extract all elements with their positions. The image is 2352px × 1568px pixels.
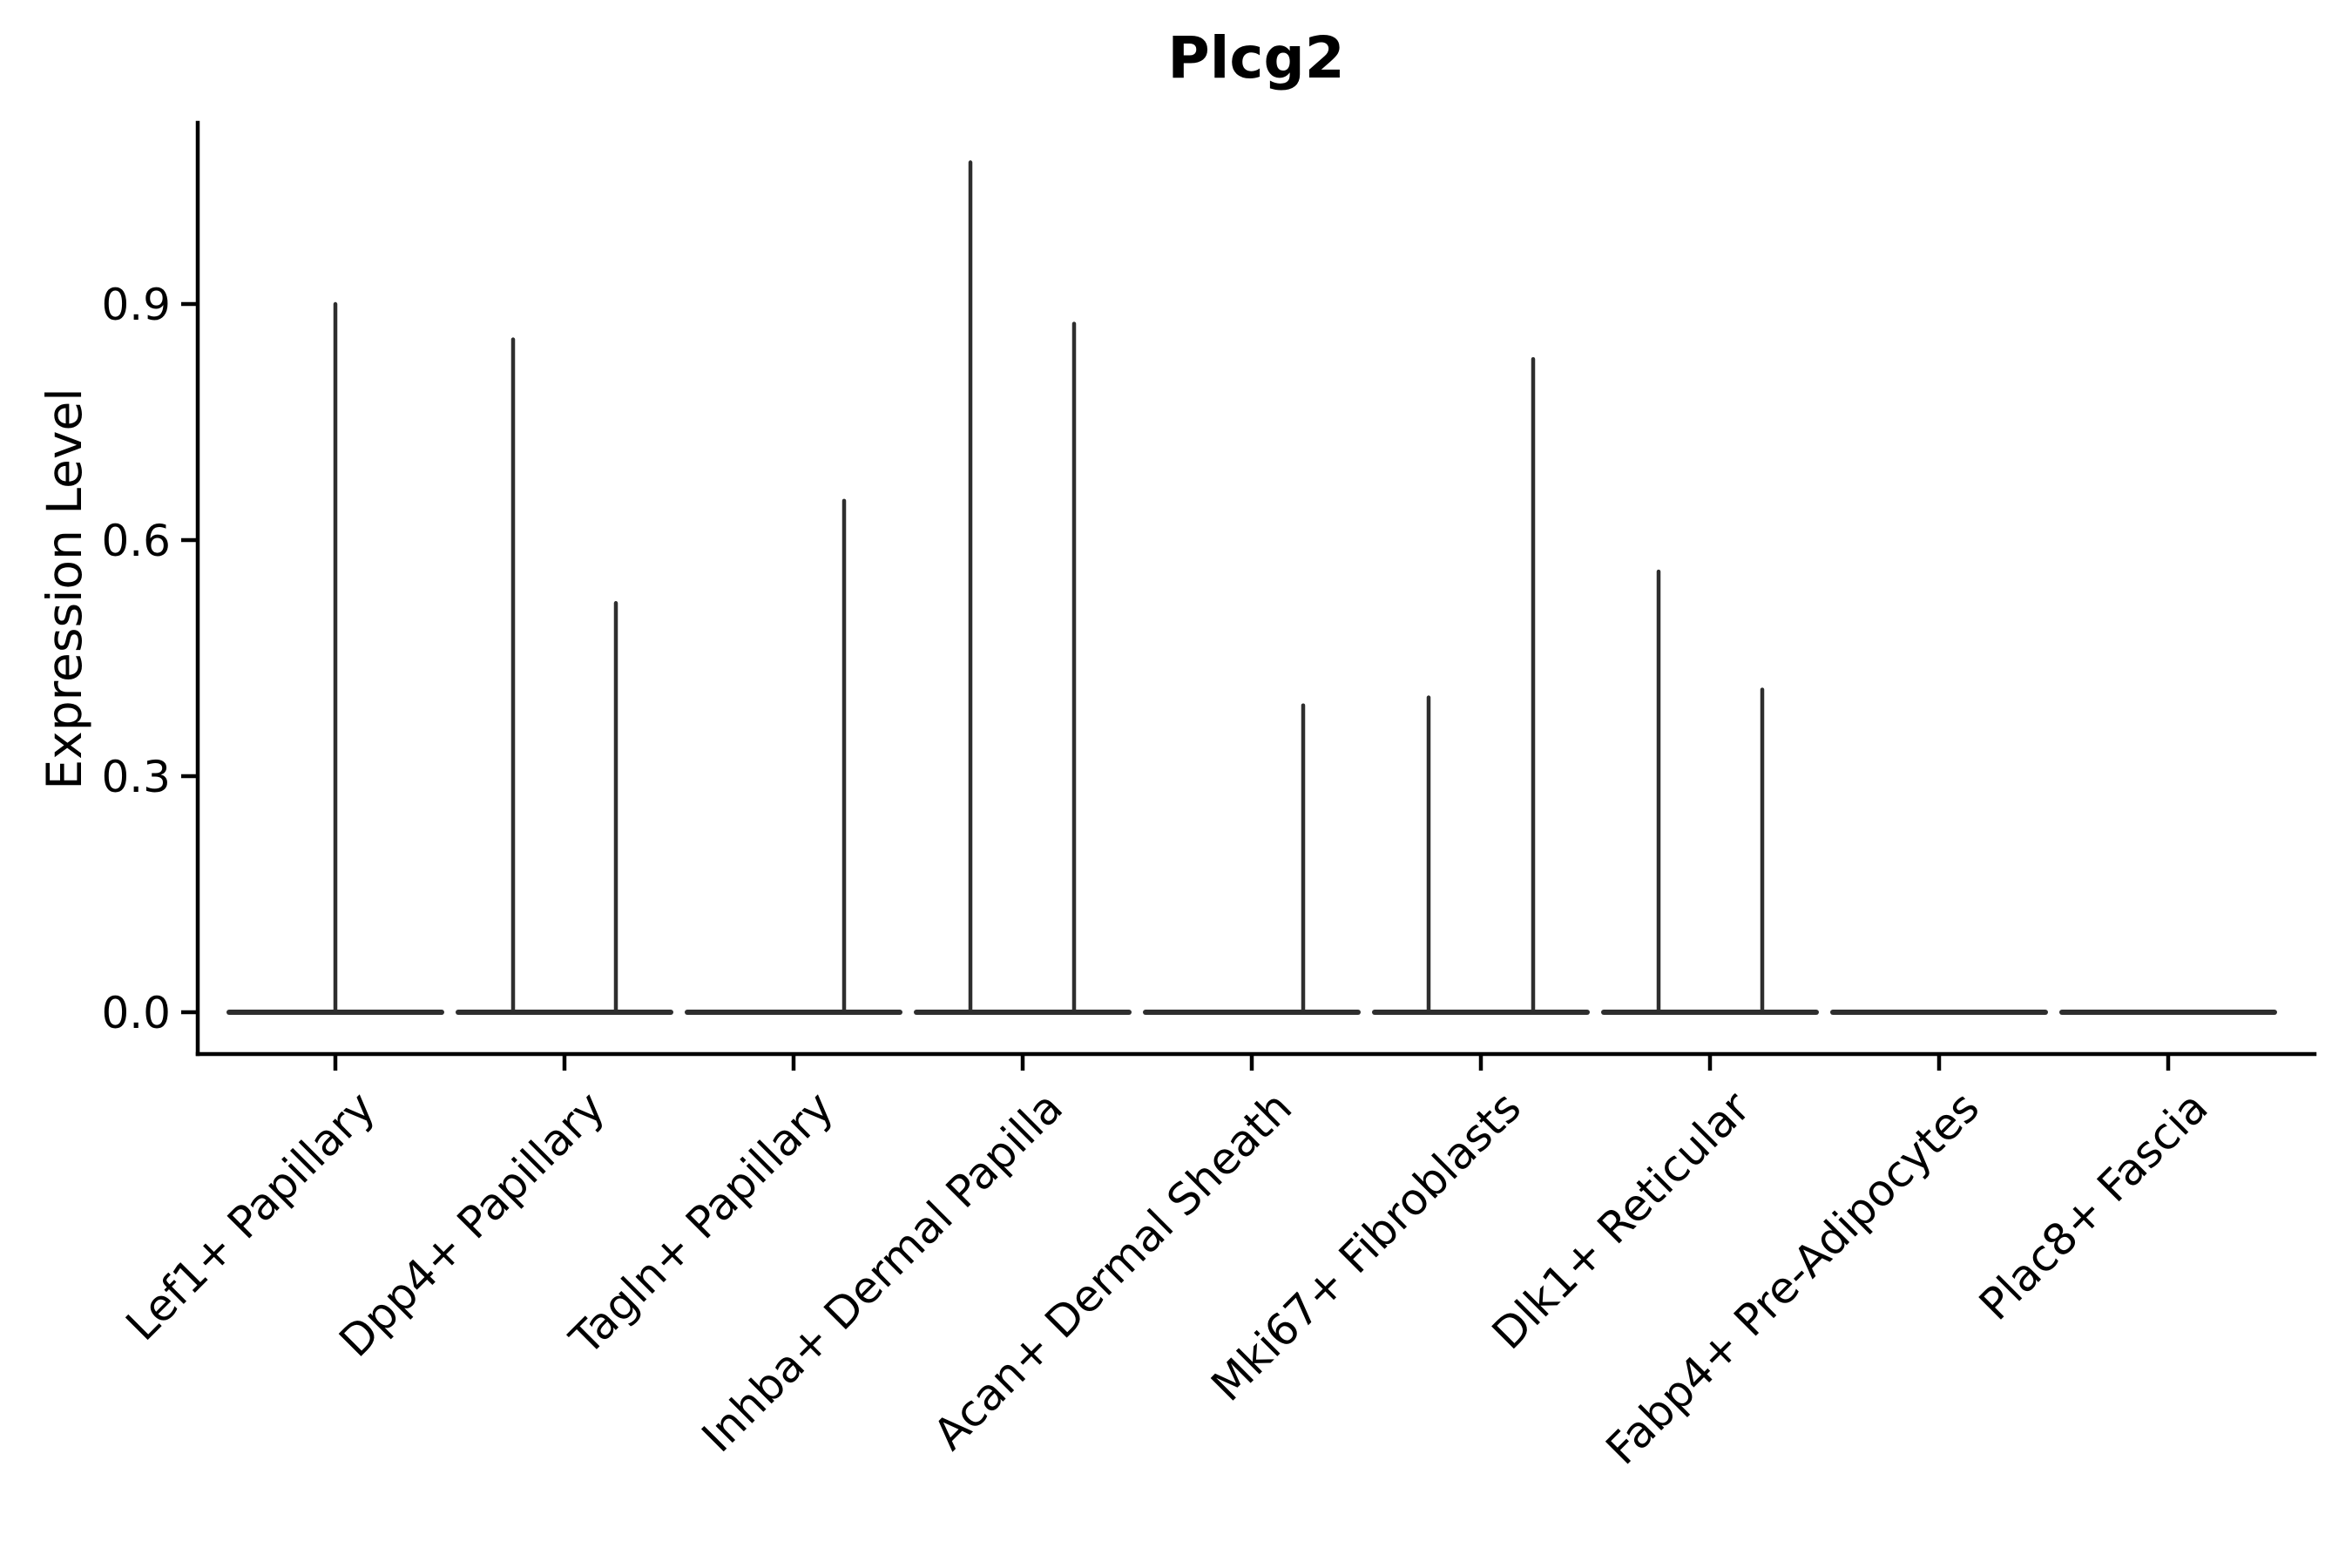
y-tick-label: 0.3 xyxy=(101,752,171,802)
y-tick-label: 0.0 xyxy=(101,988,171,1038)
chart-title: Plcg2 xyxy=(1167,24,1345,91)
y-tick-label: 0.6 xyxy=(101,516,171,567)
y-tick-label: 0.9 xyxy=(101,280,171,331)
